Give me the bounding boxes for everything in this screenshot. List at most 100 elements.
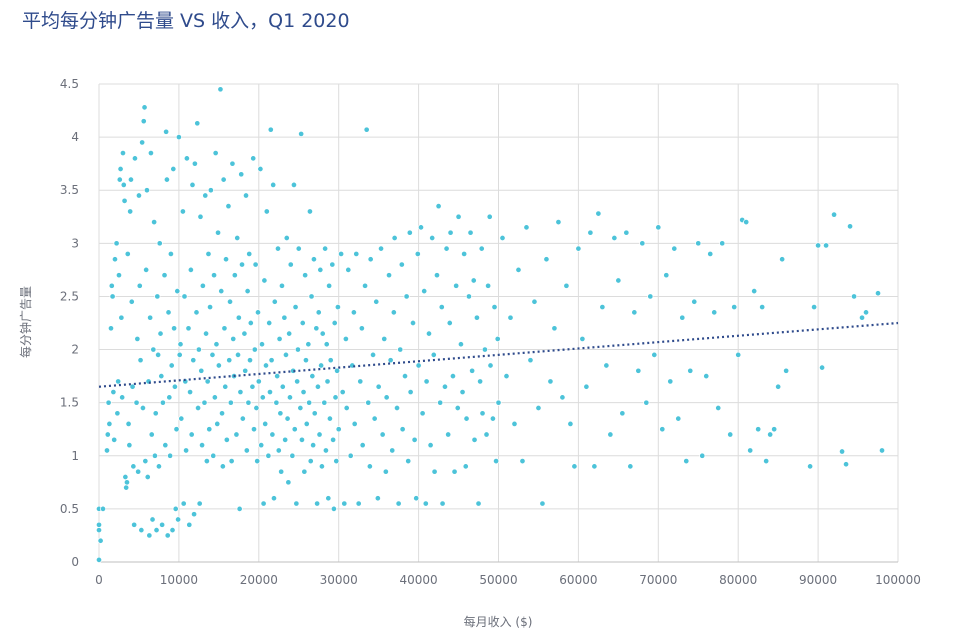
data-point	[154, 293, 161, 300]
data-point	[234, 234, 241, 242]
data-point	[417, 224, 425, 231]
data-point	[111, 436, 118, 443]
data-point	[151, 219, 158, 226]
data-point	[477, 378, 484, 385]
data-point	[245, 399, 252, 406]
data-point	[326, 415, 333, 422]
data-point	[212, 149, 219, 157]
data-point	[176, 351, 183, 358]
data-point	[343, 404, 350, 412]
data-point	[292, 304, 299, 311]
data-point	[205, 250, 212, 258]
data-point	[815, 242, 822, 249]
data-point	[244, 288, 251, 295]
data-point	[479, 410, 486, 417]
data-point	[218, 410, 226, 417]
data-point	[439, 500, 446, 507]
data-point	[715, 404, 722, 412]
data-point	[858, 314, 866, 321]
data-point	[314, 383, 321, 390]
data-point	[727, 431, 734, 438]
data-point	[679, 314, 686, 321]
data-point	[755, 426, 762, 433]
data-point	[345, 266, 352, 273]
data-point	[309, 373, 316, 380]
data-point	[269, 431, 276, 438]
data-point	[329, 261, 336, 268]
data-point	[323, 341, 330, 348]
data-point	[507, 314, 514, 321]
data-point	[151, 452, 158, 459]
data-point	[263, 208, 270, 215]
data-point	[99, 505, 107, 512]
data-point	[252, 261, 259, 268]
data-point	[274, 373, 281, 380]
data-point	[193, 309, 200, 316]
data-point	[467, 229, 474, 236]
x-axis-ticks: 0 10000 20000 30000 40000 50000 60000 70000 8000…	[95, 573, 921, 587]
data-point	[415, 362, 422, 369]
data-point	[435, 203, 442, 210]
data-point	[355, 500, 362, 507]
data-point	[175, 516, 182, 523]
data-point	[297, 404, 304, 412]
data-point	[210, 452, 217, 459]
data-point	[179, 208, 186, 215]
data-point	[463, 415, 470, 422]
data-point	[370, 351, 377, 358]
data-point	[188, 431, 195, 438]
data-point	[358, 325, 365, 332]
y-tick-label: 2.5	[60, 289, 79, 303]
data-point	[334, 304, 341, 311]
data-point	[250, 426, 258, 433]
data-point	[324, 378, 331, 385]
data-point	[399, 426, 406, 433]
data-point	[301, 468, 308, 475]
data-point	[449, 373, 457, 380]
data-point	[373, 298, 380, 305]
data-point	[278, 282, 286, 289]
data-point	[454, 404, 461, 412]
data-point	[281, 314, 288, 321]
data-point	[166, 394, 173, 401]
data-point	[334, 367, 341, 374]
data-point	[731, 304, 738, 311]
x-tick-label: 80000	[719, 573, 757, 587]
data-point	[831, 211, 838, 218]
data-point	[95, 521, 103, 528]
y-tick-label: 2	[71, 343, 79, 357]
data-point	[233, 431, 240, 438]
data-point	[129, 383, 136, 390]
data-point	[421, 288, 428, 295]
data-point	[414, 250, 421, 258]
data-point	[451, 468, 458, 475]
data-point	[254, 309, 262, 316]
data-point	[239, 415, 246, 422]
data-point	[119, 149, 127, 157]
data-point	[419, 410, 426, 417]
data-point	[325, 495, 332, 502]
data-point	[187, 266, 194, 273]
data-point	[495, 399, 502, 406]
data-point	[413, 495, 420, 502]
data-point	[487, 362, 494, 369]
x-tick-label: 60000	[559, 573, 597, 587]
data-point	[259, 394, 266, 401]
data-point	[213, 341, 220, 348]
data-point	[547, 378, 554, 385]
data-point	[207, 187, 214, 194]
data-point	[127, 208, 134, 215]
data-point	[347, 452, 354, 459]
data-point	[523, 224, 530, 231]
data-point	[298, 130, 305, 137]
data-point	[763, 458, 770, 465]
data-point	[519, 458, 526, 465]
data-point	[203, 458, 210, 465]
data-point	[123, 479, 131, 486]
data-point	[199, 282, 206, 289]
data-point	[195, 346, 202, 353]
y-tick-label: 0	[71, 555, 79, 569]
data-point	[196, 500, 203, 507]
trendline	[98, 321, 899, 388]
data-point	[306, 399, 313, 406]
